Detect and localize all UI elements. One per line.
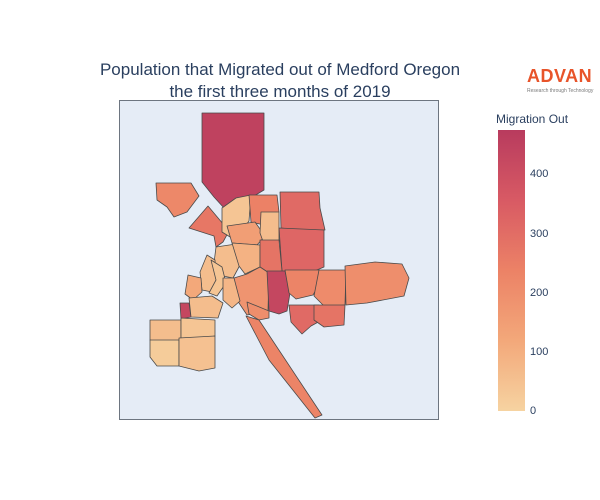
region-ne-mid[interactable] bbox=[278, 227, 325, 276]
region-west-c[interactable] bbox=[222, 277, 241, 309]
colorbar-tick-label: 300 bbox=[530, 227, 549, 240]
region-center-e[interactable] bbox=[246, 301, 270, 321]
region-nw-diagonal[interactable] bbox=[188, 205, 230, 248]
region-north-center-c[interactable] bbox=[226, 221, 266, 246]
region-sw-d[interactable] bbox=[178, 335, 216, 372]
region-center-c[interactable] bbox=[259, 239, 283, 274]
region-center-b[interactable] bbox=[231, 242, 261, 275]
region-west-b[interactable] bbox=[208, 259, 227, 297]
region-ne-upper[interactable] bbox=[279, 191, 326, 231]
colorbar-tick-label: 100 bbox=[530, 345, 549, 358]
colorbar bbox=[498, 130, 525, 411]
colorbar-tick-label: 0 bbox=[530, 405, 537, 417]
region-east-far[interactable] bbox=[344, 261, 410, 306]
region-west-hot[interactable] bbox=[179, 302, 192, 320]
chart-title-line2: the first three months of 2019 bbox=[169, 82, 391, 101]
logo-tagline: Research through Technology bbox=[527, 88, 594, 94]
region-sw-c[interactable] bbox=[149, 339, 180, 367]
region-se-diagonal[interactable] bbox=[245, 315, 323, 419]
region-south-east-b[interactable] bbox=[313, 304, 346, 328]
logo-wordmark: ADVAN bbox=[527, 66, 593, 86]
colorbar-tick-label: 400 bbox=[530, 168, 549, 181]
region-west-e[interactable] bbox=[188, 295, 224, 319]
colorbar-tick-label: 200 bbox=[530, 286, 549, 299]
region-east-b[interactable] bbox=[313, 269, 347, 308]
region-north-strip[interactable] bbox=[201, 112, 265, 209]
region-nw-upper[interactable] bbox=[155, 182, 200, 218]
chart-title-line1: Population that Migrated out of Medford … bbox=[99, 60, 461, 79]
colorbar-title: Migration Out bbox=[496, 112, 569, 126]
brand-logo: ADVAN Research through Technology bbox=[527, 66, 597, 94]
region-west-d[interactable] bbox=[184, 274, 203, 301]
choropleth-map[interactable] bbox=[119, 100, 439, 420]
